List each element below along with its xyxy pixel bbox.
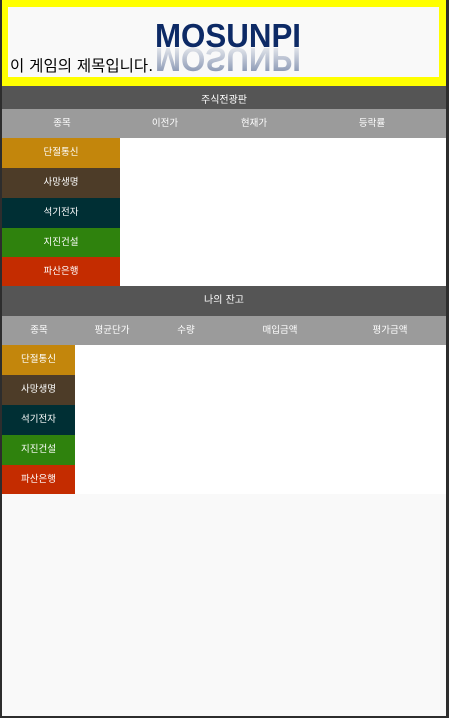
- portfolio-body: 단절통신 사망생명 석기전자 지진건설 파산은행: [2, 345, 446, 494]
- portfolio-col-valuation: 평가금액: [372, 325, 408, 336]
- board-stock-button-0[interactable]: 단절통신: [2, 138, 120, 168]
- board-col-prev-price: 이전가: [151, 118, 179, 129]
- portfolio-col-purchase-amount: 매입금액: [262, 325, 298, 336]
- portfolio-col-avg-price: 평균단가: [94, 325, 130, 336]
- portfolio-stock-button-4[interactable]: 파산은행: [2, 465, 75, 494]
- game-title: 이 게임의 제목입니다.: [10, 57, 154, 75]
- board-col-change-rate: 등락률: [358, 118, 386, 129]
- board-stock-button-2[interactable]: 석기전자: [2, 198, 120, 228]
- portfolio-col-stock: 종목: [30, 325, 48, 336]
- stock-board-body: 단절통신 사망생명 석기전자 지진건설 파산은행: [2, 138, 446, 286]
- svg-text:MOSUNPI: MOSUNPI: [155, 17, 301, 54]
- portfolio-title: 나의 잔고: [2, 286, 446, 316]
- portfolio-stock-button-1[interactable]: 사망생명: [2, 375, 75, 405]
- portfolio-stock-button-0[interactable]: 단절통신: [2, 345, 75, 375]
- portfolio-col-quantity: 수량: [177, 325, 195, 336]
- mosunpi-logo: MOSUNPI MOSUNPI: [155, 17, 301, 75]
- header-banner: MOSUNPI MOSUNPI 이 게임의 제목입니다.: [2, 0, 446, 86]
- board-stock-button-4[interactable]: 파산은행: [2, 257, 120, 286]
- board-col-stock: 종목: [53, 118, 71, 129]
- portfolio-column-header: 종목 평균단가 수량 매입금액 평가금액: [2, 316, 446, 345]
- stock-board-column-header: 종목 이전가 현재가 등락률: [2, 109, 446, 138]
- portfolio-stock-button-2[interactable]: 석기전자: [2, 405, 75, 435]
- portfolio-stock-button-3[interactable]: 지진건설: [2, 435, 75, 465]
- svg-text:MOSUNPI: MOSUNPI: [155, 41, 301, 75]
- board-stock-button-1[interactable]: 사망생명: [2, 168, 120, 198]
- header-panel: MOSUNPI MOSUNPI 이 게임의 제목입니다.: [8, 7, 439, 77]
- board-col-current-price: 현재가: [240, 118, 268, 129]
- board-stock-button-3[interactable]: 지진건설: [2, 228, 120, 257]
